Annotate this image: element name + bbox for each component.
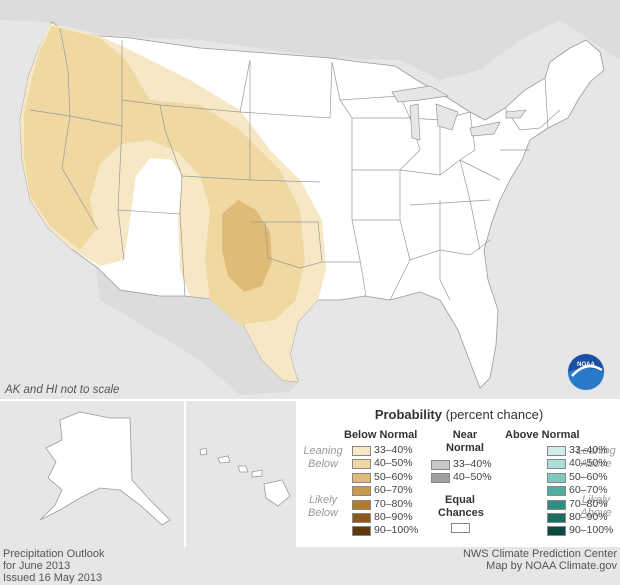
below-normal-swatch — [352, 446, 371, 456]
mexico-land — [95, 262, 300, 395]
state-boundaries — [29, 27, 561, 301]
below-50-60-region — [222, 200, 272, 292]
leaning-above-line: Above — [580, 458, 612, 470]
below-normal-range-label: 33–40% — [374, 444, 413, 456]
below-normal-swatch — [352, 486, 371, 497]
near-normal-heading-line: Normal — [446, 442, 484, 454]
likely-below-label: Likely Below — [303, 494, 343, 520]
above-normal-range-label: 33–40% — [569, 444, 608, 456]
below-normal-swatch — [352, 499, 371, 510]
leaning-below-label: Leaning Below — [303, 445, 343, 471]
below-normal-swatch — [352, 472, 371, 483]
likely-above-line: Likely — [581, 494, 611, 506]
above-normal-swatch — [547, 513, 566, 523]
footer-left-line: Issued 16 May 2013 — [3, 572, 103, 584]
below-normal-shading — [20, 24, 326, 382]
below-normal-swatch — [352, 526, 371, 537]
near-normal-swatch — [431, 473, 450, 484]
legend-title-rest: (percent chance) — [442, 407, 544, 422]
below-normal-range-label: 60–70% — [374, 484, 413, 497]
above-normal-heading: Above Normal — [505, 429, 580, 441]
above-normal-range-label: 70–80% — [569, 497, 608, 510]
above-normal-range-label: 40–50% — [569, 457, 608, 470]
near-normal-range-label: 33–40% — [453, 458, 492, 470]
above-normal-range-label: 90–100% — [569, 524, 614, 537]
equal-chances-swatch — [451, 523, 470, 533]
great-lakes — [391, 85, 527, 141]
footer-left-line: for June 2013 — [3, 560, 71, 572]
near-normal-swatch — [431, 460, 450, 470]
alaska-shape — [39, 411, 171, 526]
below-normal-swatch — [352, 513, 371, 523]
canada-land — [0, 0, 620, 80]
below-normal-range-label: 80–90% — [374, 511, 413, 523]
above-normal-range-label: 50–60% — [569, 470, 608, 483]
legend-title: Probability (percent chance) — [298, 407, 620, 422]
leaning-above-label: Leaning Above — [575, 445, 617, 471]
leaning-above-line: Leaning — [576, 445, 616, 457]
near-normal-heading: Near Normal — [446, 429, 484, 455]
above-normal-swatch — [547, 446, 566, 456]
footer-left: Precipitation Outlook for June 2013 Issu… — [3, 548, 105, 584]
below-normal-heading: Below Normal — [344, 429, 418, 441]
leaning-below-line: Leaning — [303, 445, 343, 457]
hawaii-shape — [199, 447, 291, 507]
scale-note: AK and HI not to scale — [5, 384, 120, 396]
noaa-logo-text: NOAA — [577, 362, 595, 368]
hawaii-inset — [186, 400, 296, 547]
above-normal-range-label: 80–90% — [569, 511, 608, 523]
below-normal-range-label: 70–80% — [374, 497, 413, 510]
equal-chances-line: Chances — [438, 507, 484, 519]
likely-above-label: Likely Above — [575, 494, 617, 520]
legend-title-bold: Probability — [374, 407, 442, 422]
footer-right: NWS Climate Prediction Center Map by NOA… — [463, 548, 617, 572]
near-normal-range-label: 40–50% — [453, 471, 492, 484]
below-normal-range-label: 40–50% — [374, 457, 413, 470]
above-normal-swatch — [547, 472, 566, 483]
above-normal-range-label: 60–70% — [569, 484, 608, 497]
below-normal-swatch — [352, 459, 371, 470]
near-normal-heading-line: Near — [452, 429, 478, 441]
likely-below-line: Below — [308, 507, 338, 519]
footer-right-line: Map by NOAA Climate.gov — [486, 560, 617, 572]
footer-right-line: NWS Climate Prediction Center — [462, 548, 617, 560]
above-normal-swatch — [547, 526, 566, 537]
above-normal-swatch — [547, 486, 566, 497]
below-normal-range-label: 50–60% — [374, 470, 413, 483]
noaa-logo: NOAA — [567, 353, 605, 391]
equal-chances-label: Equal Chances — [438, 494, 484, 520]
above-normal-swatch — [547, 499, 566, 510]
above-normal-swatch — [547, 459, 566, 470]
legend-panel: Probability (percent chance) Below Norma… — [298, 400, 620, 547]
below-normal-range-label: 90–100% — [374, 524, 419, 537]
footer-left-line: Precipitation Outlook — [3, 548, 105, 560]
likely-below-line: Likely — [308, 494, 338, 506]
equal-chances-line: Equal — [445, 494, 475, 506]
leaning-below-line: Below — [308, 458, 338, 470]
likely-above-line: Above — [580, 507, 612, 519]
